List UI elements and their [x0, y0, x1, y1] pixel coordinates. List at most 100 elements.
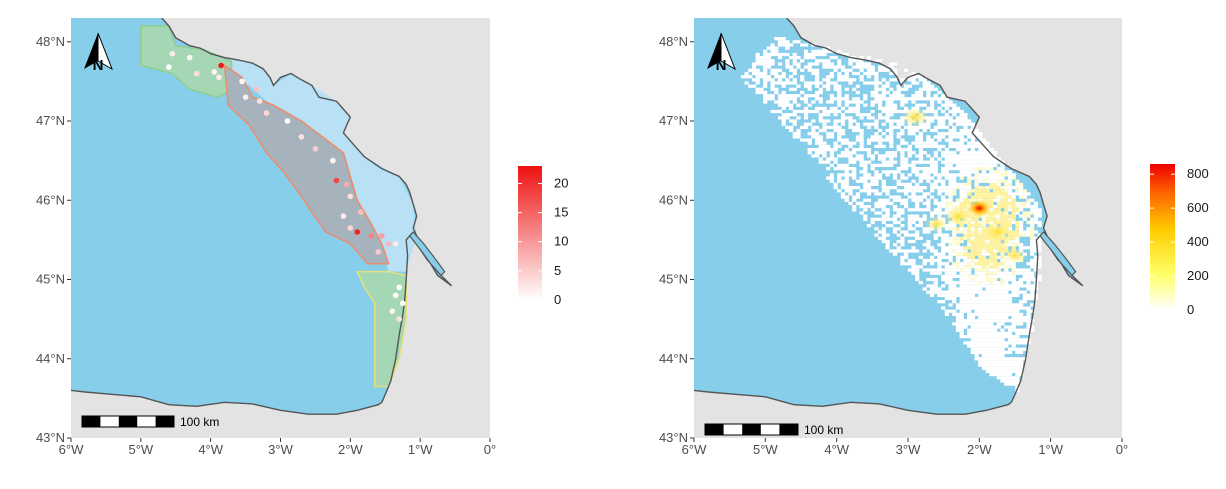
density-cell [781, 100, 786, 104]
density-cell [818, 151, 823, 155]
density-cell [1030, 227, 1035, 231]
density-cell [1004, 325, 1009, 329]
legend-tick-label: 0 [554, 292, 561, 307]
density-cell [926, 268, 931, 272]
y-tick-label: 44°N [36, 351, 65, 366]
density-cell [840, 186, 846, 190]
density-cell [1015, 379, 1020, 383]
density-cell [815, 78, 820, 82]
density-cell [1000, 316, 1005, 320]
density-cell [926, 173, 931, 177]
density-cell [930, 182, 935, 186]
density-cell [1026, 331, 1031, 335]
density-cell [944, 157, 949, 161]
density-cell [1004, 170, 1009, 174]
density-cell [826, 100, 831, 104]
density-cell [1037, 246, 1042, 250]
density-cell [981, 189, 987, 193]
density-cell [1007, 300, 1013, 304]
density-cell [833, 97, 838, 101]
density-cell [970, 160, 975, 164]
density-cell [989, 167, 994, 171]
density-cell [800, 68, 805, 72]
density-cell [952, 144, 957, 148]
density-cell [944, 277, 949, 282]
density-cell [829, 173, 834, 177]
density-cell [837, 49, 842, 53]
density-cell [866, 113, 872, 117]
density-cell [1037, 236, 1042, 240]
density-cell [985, 173, 990, 177]
density-cell [800, 75, 805, 79]
density-cell [878, 87, 883, 91]
density-cell [896, 233, 901, 237]
density-cell [855, 97, 860, 101]
density-cell [852, 205, 857, 209]
density-cell [1004, 331, 1009, 335]
density-cell [1015, 312, 1020, 316]
density-cell [911, 75, 916, 79]
density-cell [967, 331, 972, 335]
density-cell [1007, 335, 1013, 339]
density-cell [993, 373, 998, 377]
density-cell [974, 144, 979, 148]
density-cell [900, 176, 905, 180]
density-cell [900, 141, 905, 145]
density-cell [952, 141, 957, 145]
density-cell [941, 268, 946, 272]
density-cell [930, 141, 935, 145]
density-cell [922, 87, 927, 91]
density-cell [970, 220, 975, 225]
density-cell [1026, 274, 1031, 278]
density-cell [967, 157, 972, 161]
density-cell [948, 224, 953, 228]
density-cell [985, 192, 990, 196]
density-cell [967, 281, 972, 285]
density-cell [837, 94, 842, 98]
density-cell [896, 84, 901, 88]
density-cell [866, 56, 872, 60]
density-cell [1000, 258, 1005, 263]
density-cell [915, 214, 920, 218]
density-cell [970, 287, 975, 291]
density-cell [989, 338, 994, 342]
density-cell [878, 211, 883, 215]
density-cell [948, 236, 953, 240]
density-cell [970, 316, 975, 320]
observation-point [193, 70, 200, 77]
density-cell [959, 331, 964, 335]
density-cell [944, 125, 949, 129]
density-cell [989, 192, 994, 196]
density-cell [892, 90, 898, 95]
density-cell [889, 186, 894, 190]
density-cell [926, 205, 931, 209]
density-cell [874, 100, 879, 104]
density-cell [985, 249, 990, 253]
density-cell [989, 354, 994, 358]
density-cell [1030, 239, 1035, 244]
density-cell [985, 287, 990, 291]
density-cell [848, 189, 853, 193]
density-cell [1019, 303, 1024, 307]
density-cell [948, 109, 953, 114]
density-cell [1011, 195, 1016, 199]
density-cell [904, 192, 909, 196]
density-cell [985, 296, 990, 301]
density-cell [777, 116, 783, 120]
density-cell [907, 214, 912, 218]
density-cell [911, 100, 916, 104]
density-cell [981, 268, 987, 272]
density-cell [896, 182, 901, 186]
density-cell [1019, 284, 1024, 288]
density-cell [993, 186, 998, 190]
density-cell [1015, 281, 1020, 285]
density-cell [944, 227, 949, 231]
density-cell [852, 208, 857, 212]
density-cell [1015, 211, 1020, 215]
density-cell [759, 59, 764, 63]
density-cell [941, 144, 946, 148]
density-cell [996, 255, 1001, 259]
density-cell [1019, 363, 1024, 367]
density-cell [900, 236, 905, 240]
density-cell [896, 208, 901, 212]
